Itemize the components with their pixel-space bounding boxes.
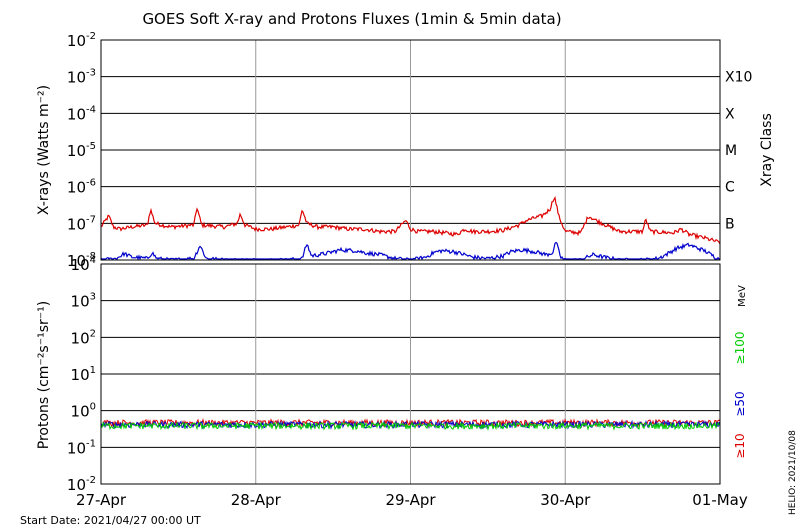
proton-series-group	[100, 418, 721, 432]
x-tick-label: 30-Apr	[540, 491, 591, 509]
xray-panel-frame	[100, 39, 721, 261]
xray-y-tick-label: 10-8	[67, 251, 96, 270]
proton-panel-frame	[100, 263, 721, 485]
x-tick-label: 29-Apr	[385, 491, 436, 509]
xray-y-tick-label: 10-6	[67, 178, 96, 197]
xray-long-line	[101, 196, 721, 245]
chart-title: GOES Soft X-ray and Protons Fluxes (1min…	[142, 10, 561, 28]
xray-y-axis-label: X-rays (Watts m⁻²)	[36, 85, 52, 215]
proton-y-tick-label: 102	[71, 328, 96, 347]
xray-y-tick-label: 10-7	[67, 214, 96, 233]
time-axis-tick-labels: 27-Apr 28-Apr 29-Apr 30-Apr 01-May	[76, 491, 748, 509]
x-tick-label: 27-Apr	[76, 491, 127, 509]
proton-y-tick-label: 103	[71, 292, 96, 311]
xray-class-label: C	[725, 180, 735, 196]
xray-y-tick-label: 10-4	[67, 104, 96, 123]
start-date-label: Start Date: 2021/04/27 00:00 UT	[20, 514, 201, 527]
proton-p100-line	[100, 420, 721, 432]
proton-y-tick-labels: 10-2 10-1 100 101 102 103 104	[67, 255, 96, 494]
proton-energy-legend: ≥10 ≥50 ≥100	[733, 332, 747, 459]
xray-class-labels: B C M X X10	[725, 70, 752, 233]
proton-p10-line	[100, 418, 721, 429]
credit-label: HELIO: 2021/10/08	[788, 430, 798, 515]
proton-y-tick-label: 101	[71, 365, 96, 384]
proton-y-tick-label: 10-2	[67, 475, 96, 494]
proton-legend-p50: ≥50	[733, 391, 747, 416]
x-tick-label: 28-Apr	[231, 491, 282, 509]
xray-class-label: B	[725, 216, 735, 232]
proton-gridlines	[101, 263, 720, 485]
xray-series-group	[100, 196, 721, 261]
proton-legend-p100: ≥100	[733, 332, 747, 365]
proton-y-tick-label: 10-1	[67, 438, 96, 457]
proton-energy-unit: MeV	[737, 285, 748, 307]
proton-y-tick-label: 100	[71, 402, 96, 421]
xray-short-line	[100, 241, 720, 261]
xray-gridlines	[101, 39, 720, 261]
proton-y-tick-label: 104	[71, 255, 96, 274]
xray-class-label: M	[725, 143, 737, 159]
xray-class-label: X	[725, 106, 735, 122]
xray-y-tick-label: 10-5	[67, 141, 96, 160]
proton-y-axis-label: Protons (cm⁻²s⁻¹sr⁻¹)	[36, 301, 52, 450]
proton-legend-p10: ≥10	[733, 433, 747, 458]
xray-y-tick-labels: 10-8 10-7 10-6 10-5 10-4 10-3 10-2	[67, 31, 96, 270]
xray-y-tick-label: 10-2	[67, 31, 96, 50]
xray-class-label: X10	[725, 70, 752, 86]
x-tick-label: 01-May	[692, 491, 748, 509]
xray-y-tick-label: 10-3	[67, 68, 96, 87]
xray-class-axis-label: Xray Class	[759, 113, 775, 187]
